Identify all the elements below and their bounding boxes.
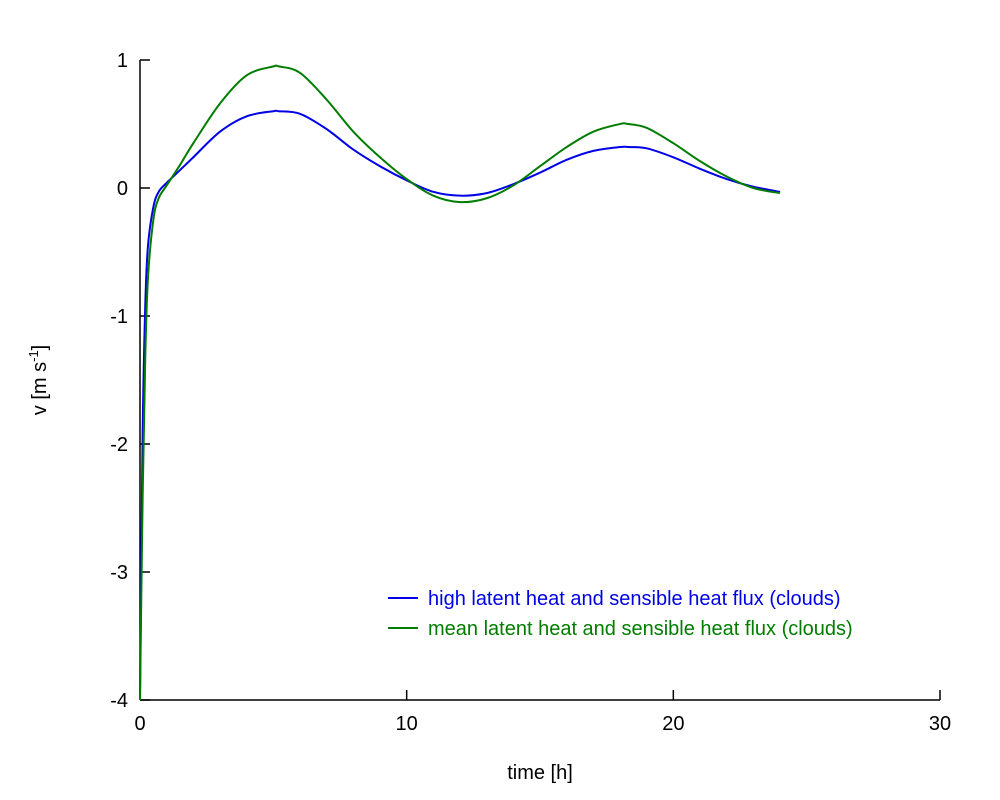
- x-tick-label: 30: [929, 713, 951, 735]
- y-tick-label: -4: [110, 690, 128, 712]
- x-axis-label: time [h]: [507, 762, 573, 784]
- y-tick-label: -1: [110, 306, 128, 328]
- y-tick-label: -3: [110, 562, 128, 584]
- y-ticks: -4 -3 -2 -1 0 1: [110, 50, 150, 712]
- x-tick-label: 0: [134, 713, 145, 735]
- y-axis-label-close: ]: [29, 345, 51, 351]
- series-lines: [139, 64, 781, 701]
- series-line-1: [139, 109, 781, 701]
- x-ticks: 0 10 20 30: [134, 690, 951, 735]
- y-axis-label: v [m s-1]: [26, 345, 51, 415]
- legend-label-2: mean latent heat and sensible heat flux …: [428, 618, 853, 640]
- y-tick-label: -2: [110, 434, 128, 456]
- y-tick-label: 1: [117, 50, 128, 72]
- y-axis-label-main: v [m s: [29, 362, 51, 415]
- x-tick-label: 20: [662, 713, 684, 735]
- x-tick-label: 10: [396, 713, 418, 735]
- y-tick-label: 0: [117, 178, 128, 200]
- legend: high latent heat and sensible heat flux …: [388, 588, 853, 640]
- series-line-2: [139, 64, 781, 701]
- legend-label-1: high latent heat and sensible heat flux …: [428, 588, 841, 610]
- y-axis-label-superscript: -1: [26, 350, 41, 362]
